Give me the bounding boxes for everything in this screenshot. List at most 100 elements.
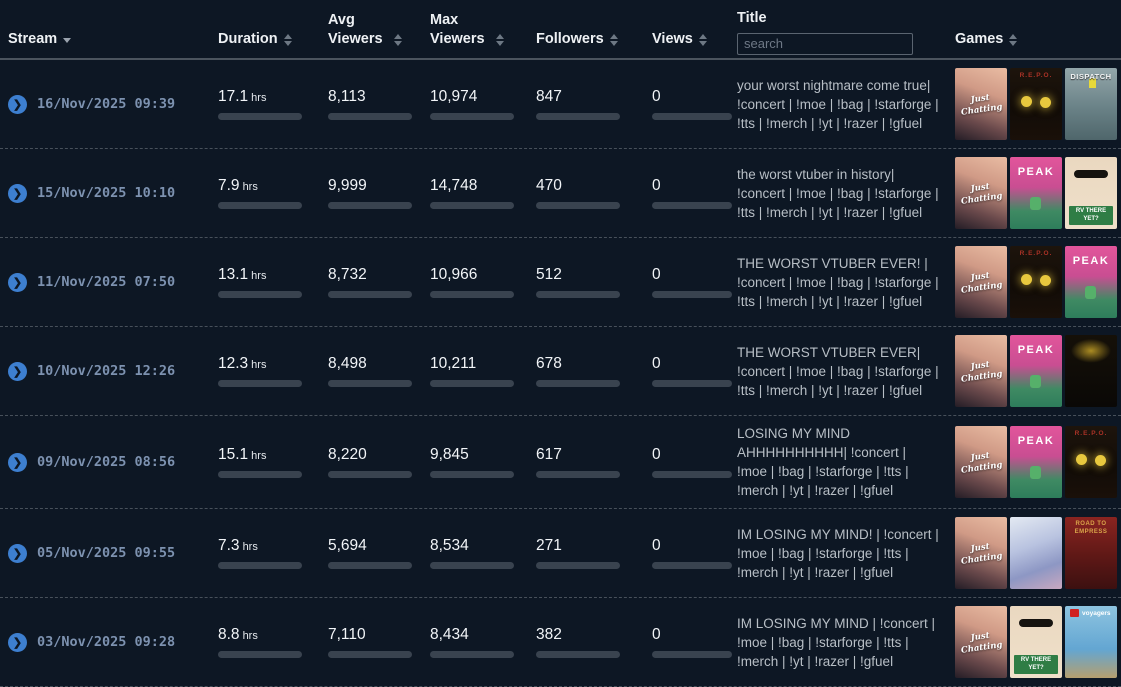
followers-cell: 512 [536, 266, 652, 298]
avg-viewers-value: 8,732 [328, 266, 367, 283]
column-label-max-viewers: Max Viewers [430, 12, 485, 48]
max-viewers-cell: 10,211 [430, 355, 536, 387]
stream-cell: ❯ 09/Nov/2025 08:56 [0, 452, 218, 472]
game-thumbnail-peak[interactable]: PEAK [1065, 246, 1117, 318]
views-cell: 0 [652, 88, 737, 120]
game-thumbnail-repo[interactable]: R.E.P.O. [1010, 68, 1062, 140]
stream-date-link[interactable]: 16/Nov/2025 09:39 [37, 96, 176, 112]
column-header-stream[interactable]: Stream [0, 0, 218, 58]
max-viewers-bar-track [430, 291, 514, 298]
game-thumbnail-justchatting[interactable]: Just Chatting [955, 68, 1007, 140]
game-thumbnail-dark4[interactable] [1065, 335, 1117, 407]
sort-icon[interactable] [496, 34, 504, 46]
sort-icon[interactable] [283, 34, 292, 46]
game-thumbnail-repo[interactable]: R.E.P.O. [1065, 426, 1117, 498]
views-bar-track [652, 471, 732, 478]
avg-viewers-cell: 8,732 [328, 266, 430, 298]
game-title-label: Just Chatting [960, 450, 1004, 476]
views-value: 0 [652, 266, 661, 283]
column-header-avg-viewers[interactable]: Avg Viewers [328, 0, 430, 58]
followers-value: 470 [536, 177, 562, 194]
duration-value: 7.3 [218, 537, 240, 554]
expand-stream-icon[interactable]: ❯ [8, 361, 27, 381]
column-header-followers[interactable]: Followers [536, 0, 652, 58]
game-thumbnail-rv[interactable]: RV THERE YET? [1010, 606, 1062, 678]
stream-title: IM LOSING MY MIND! | !concert | !moe | !… [737, 526, 939, 580]
duration-value: 15.1 [218, 446, 249, 463]
expand-stream-icon[interactable]: ❯ [8, 543, 27, 563]
followers-value: 382 [536, 626, 562, 643]
column-header-max-viewers[interactable]: Max Viewers [430, 0, 536, 58]
sort-icon[interactable] [1009, 34, 1018, 46]
game-title-label: RV THERE YET? [1069, 206, 1113, 225]
game-thumbnail-roadempress[interactable]: ROAD TO EMPRESS [1065, 517, 1117, 589]
max-viewers-bar-track [430, 202, 514, 209]
title-search-input[interactable] [737, 32, 913, 55]
game-thumbnail-dispatch[interactable]: DISPATCH [1065, 68, 1117, 140]
stream-date-link[interactable]: 10/Nov/2025 12:26 [37, 363, 176, 379]
views-bar-track [652, 651, 732, 658]
game-title-label: PEAK [1017, 435, 1055, 447]
stream-date-link[interactable]: 05/Nov/2025 09:55 [37, 545, 176, 561]
stream-date-link[interactable]: 03/Nov/2025 09:28 [37, 634, 176, 650]
duration-bar-track [218, 651, 302, 658]
followers-bar-track [536, 651, 620, 658]
stream-title: LOSING MY MIND AHHHHHHHHHH| !concert | !… [737, 426, 909, 498]
duration-bar-track [218, 291, 302, 298]
game-thumbnail-justchatting[interactable]: Just Chatting [955, 246, 1007, 318]
max-viewers-value: 8,434 [430, 626, 469, 643]
table-row: ❯ 09/Nov/2025 08:56 15.1 hrs 8,220 9,845 … [0, 416, 1121, 509]
expand-stream-icon[interactable]: ❯ [8, 94, 27, 114]
game-thumbnail-justchatting[interactable]: Just Chatting [955, 426, 1007, 498]
column-header-games[interactable]: Games [955, 0, 1121, 58]
duration-value: 13.1 [218, 266, 249, 283]
column-header-duration[interactable]: Duration [218, 0, 328, 58]
avg-viewers-bar-track [328, 471, 412, 478]
game-thumbnail-justchatting[interactable]: Just Chatting [955, 517, 1007, 589]
max-viewers-bar-track [430, 471, 514, 478]
max-viewers-bar-track [430, 380, 514, 387]
stream-date-link[interactable]: 15/Nov/2025 10:10 [37, 185, 176, 201]
game-title-label: R.E.P.O. [1019, 250, 1053, 257]
game-title-label: ROAD TO EMPRESS [1074, 521, 1108, 535]
stream-title: IM LOSING MY MIND | !concert | !moe | !b… [737, 615, 936, 669]
duration-unit: hrs [251, 359, 267, 371]
stream-date-link[interactable]: 09/Nov/2025 08:56 [37, 454, 176, 470]
game-thumbnail-justchatting[interactable]: Just Chatting [955, 157, 1007, 229]
views-value: 0 [652, 177, 661, 194]
stream-date-link[interactable]: 11/Nov/2025 07:50 [37, 274, 176, 290]
max-viewers-value: 10,211 [430, 355, 477, 372]
stream-title: THE WORST VTUBER EVER| !concert | !moe |… [737, 344, 939, 398]
avg-viewers-bar-track [328, 202, 412, 209]
avg-viewers-value: 8,113 [328, 88, 366, 105]
max-viewers-cell: 9,845 [430, 446, 536, 478]
column-label-duration: Duration [218, 31, 278, 48]
expand-stream-icon[interactable]: ❯ [8, 632, 27, 652]
expand-stream-icon[interactable]: ❯ [8, 452, 27, 472]
sort-icon[interactable] [609, 34, 618, 46]
duration-unit: hrs [242, 541, 258, 553]
game-thumbnail-legovoyagers[interactable]: voyagers [1065, 606, 1117, 678]
column-header-views[interactable]: Views [652, 0, 737, 58]
max-viewers-value: 10,974 [430, 88, 478, 105]
game-thumbnail-peak[interactable]: PEAK [1010, 157, 1062, 229]
expand-stream-icon[interactable]: ❯ [8, 183, 27, 203]
game-thumbnail-rv[interactable]: RV THERE YET? [1065, 157, 1117, 229]
max-viewers-cell: 8,534 [430, 537, 536, 569]
game-thumbnail-peak[interactable]: PEAK [1010, 426, 1062, 498]
sort-icon[interactable] [394, 34, 402, 46]
expand-stream-icon[interactable]: ❯ [8, 272, 27, 292]
game-thumbnail-justchatting[interactable]: Just Chatting [955, 335, 1007, 407]
games-cell: Just Chatting PEAK R.E.P.O. [955, 426, 1121, 498]
game-thumbnail-peak[interactable]: PEAK [1010, 335, 1062, 407]
game-thumbnail-anime[interactable] [1010, 517, 1062, 589]
game-title-label: DISPATCH [1070, 72, 1112, 81]
sort-icon[interactable] [698, 34, 707, 46]
sort-desc-icon[interactable] [63, 38, 72, 43]
game-thumbnail-repo[interactable]: R.E.P.O. [1010, 246, 1062, 318]
stream-title: the worst vtuber in history| !concert | … [737, 166, 939, 220]
views-value: 0 [652, 446, 661, 463]
followers-bar-track [536, 113, 620, 120]
game-thumbnail-justchatting[interactable]: Just Chatting [955, 606, 1007, 678]
duration-value: 12.3 [218, 355, 249, 372]
